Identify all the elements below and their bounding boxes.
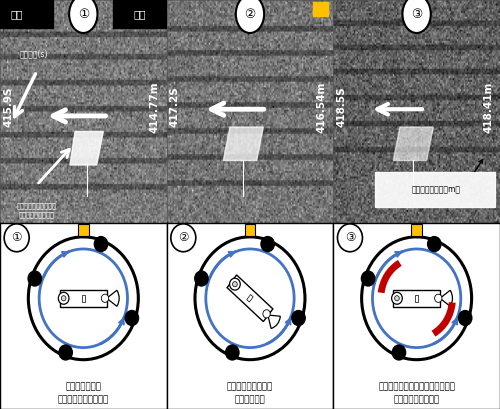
Text: 高感度カメラが壁面に向くように
透明ドーム部が回転: 高感度カメラが壁面に向くように 透明ドーム部が回転 [378,382,455,404]
Polygon shape [394,127,434,160]
Circle shape [261,237,274,252]
Circle shape [230,278,240,290]
Circle shape [392,345,406,360]
Bar [415,295,418,301]
FancyBboxPatch shape [227,275,273,321]
Circle shape [263,310,270,318]
Circle shape [236,0,264,33]
Circle shape [226,345,239,360]
Circle shape [434,294,442,302]
Circle shape [428,237,441,252]
Circle shape [28,271,42,286]
Circle shape [58,292,69,304]
Bar [78,224,88,236]
Circle shape [62,296,66,301]
Bar [114,0,166,28]
Circle shape [171,224,196,252]
Bar [247,294,253,302]
Circle shape [362,237,472,360]
Wedge shape [268,315,280,328]
Bar [411,224,422,236]
Circle shape [362,271,374,286]
Bar [375,172,495,207]
Bar [82,295,85,301]
Wedge shape [440,290,452,306]
Text: 崗口からの距離（m）: 崗口からの距離（m） [412,185,461,194]
Text: ②: ② [178,231,188,244]
Text: 下流: 下流 [10,9,23,19]
Circle shape [402,0,431,33]
Circle shape [195,237,305,360]
Text: 416.54m: 416.54m [316,81,326,133]
FancyBboxPatch shape [393,290,440,307]
Text: 船体部が左回転
（上部も一緒に回転）: 船体部が左回転 （上部も一緒に回転） [58,382,109,404]
Circle shape [102,294,108,302]
Circle shape [69,0,98,33]
Circle shape [392,292,402,304]
Text: 船体に取り付けた目印
（ビニールテープ）: 船体に取り付けた目印 （ビニールテープ） [16,203,56,218]
Circle shape [195,271,208,286]
Bar [244,224,256,236]
Text: 418.5S: 418.5S [336,87,346,127]
Text: ①: ① [78,7,89,20]
Text: ③: ③ [411,7,422,20]
Circle shape [292,310,305,326]
Text: 上流: 上流 [134,9,146,19]
Text: 累積時間(s): 累積時間(s) [20,49,48,58]
Polygon shape [224,127,264,160]
FancyBboxPatch shape [60,290,107,307]
Text: 415.9S: 415.9S [4,87,14,127]
Text: 417.2S: 417.2S [170,87,180,127]
Circle shape [458,310,472,326]
Circle shape [338,224,362,252]
Circle shape [94,237,108,252]
Circle shape [394,296,400,301]
Circle shape [59,345,72,360]
Text: 414.77m: 414.77m [150,81,160,133]
Bar [0,0,54,28]
Circle shape [28,237,138,360]
Bar [314,2,328,16]
Circle shape [4,224,29,252]
Text: 距離センサーにより
左回転を認識: 距離センサーにより 左回転を認識 [227,382,273,404]
Text: ①: ① [12,231,22,244]
Text: ②: ② [244,7,256,20]
Circle shape [232,281,237,287]
Text: 418.41m: 418.41m [484,81,494,133]
Circle shape [125,310,138,326]
Wedge shape [106,290,119,306]
Polygon shape [70,132,103,165]
Text: ③: ③ [344,231,355,244]
